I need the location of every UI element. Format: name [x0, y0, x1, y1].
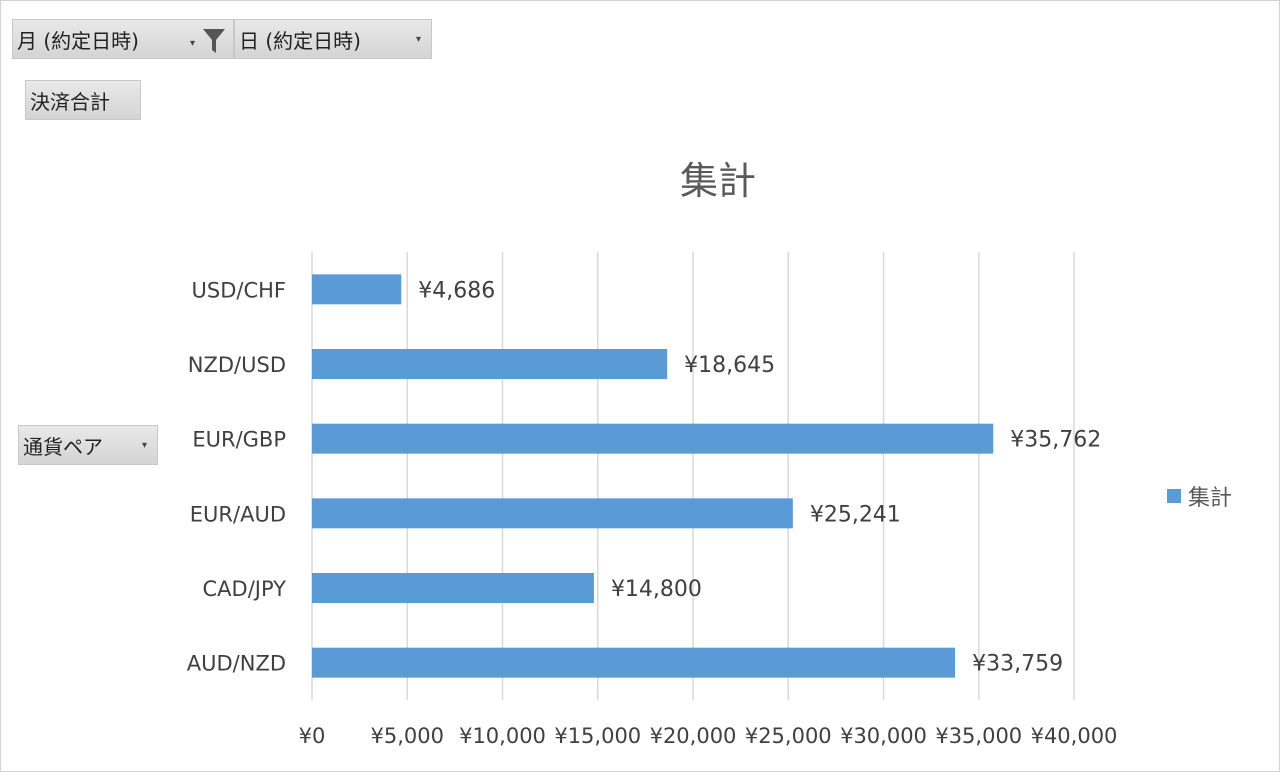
filter-icon[interactable]	[203, 29, 225, 53]
x-tick-label: ¥20,000	[650, 724, 737, 748]
x-tick-label: ¥10,000	[459, 724, 546, 748]
axis-field-label: 通貨ペア	[23, 434, 103, 459]
data-label: ¥18,645	[684, 353, 775, 378]
axis-field-button[interactable]: 通貨ペア ▾	[18, 425, 158, 465]
legend-swatch	[1167, 489, 1181, 503]
bar[interactable]	[312, 423, 994, 454]
bar[interactable]	[312, 349, 668, 379]
bar[interactable]	[312, 498, 793, 529]
chevron-down-icon[interactable]: ▾	[189, 37, 195, 49]
chevron-down-icon[interactable]: ▾	[141, 439, 147, 451]
data-label: ¥14,800	[611, 577, 702, 602]
category-label: AUD/NZD	[187, 652, 286, 676]
legend-label: 集計	[1188, 486, 1233, 511]
x-tick-label: ¥35,000	[935, 724, 1022, 748]
data-label: ¥35,762	[1010, 428, 1101, 453]
value-field-button[interactable]: 決済合計	[25, 80, 141, 120]
value-field-label: 決済合計	[30, 89, 110, 114]
x-tick-label: ¥25,000	[745, 724, 832, 748]
category-label: CAD/JPY	[203, 577, 287, 601]
day-filter-label: 日 (約定日時)	[239, 28, 361, 53]
x-tick-label: ¥0	[299, 724, 326, 748]
category-label: EUR/AUD	[190, 502, 286, 526]
bar[interactable]	[312, 647, 956, 678]
data-label: ¥25,241	[810, 502, 901, 527]
x-tick-label: ¥30,000	[840, 724, 927, 748]
data-label: ¥33,759	[972, 652, 1063, 677]
bar[interactable]	[312, 573, 594, 603]
chevron-down-icon[interactable]: ▾	[415, 33, 421, 45]
chart-title: 集計	[680, 159, 756, 203]
category-label: NZD/USD	[188, 353, 286, 377]
data-label: ¥4,686	[418, 278, 495, 303]
category-label: EUR/GBP	[192, 428, 286, 452]
x-tick-label: ¥15,000	[554, 724, 641, 748]
bar[interactable]	[312, 274, 402, 305]
day-filter-button[interactable]: 日 (約定日時) ▾	[234, 19, 432, 59]
chart-legend: 集計	[1167, 480, 1232, 512]
x-tick-label: ¥5,000	[371, 724, 444, 748]
month-filter-label: 月 (約定日時)	[17, 28, 139, 53]
month-filter-button[interactable]: 月 (約定日時) ▾	[12, 19, 234, 59]
x-tick-label: ¥40,000	[1031, 724, 1118, 748]
category-label: USD/CHF	[192, 278, 286, 302]
